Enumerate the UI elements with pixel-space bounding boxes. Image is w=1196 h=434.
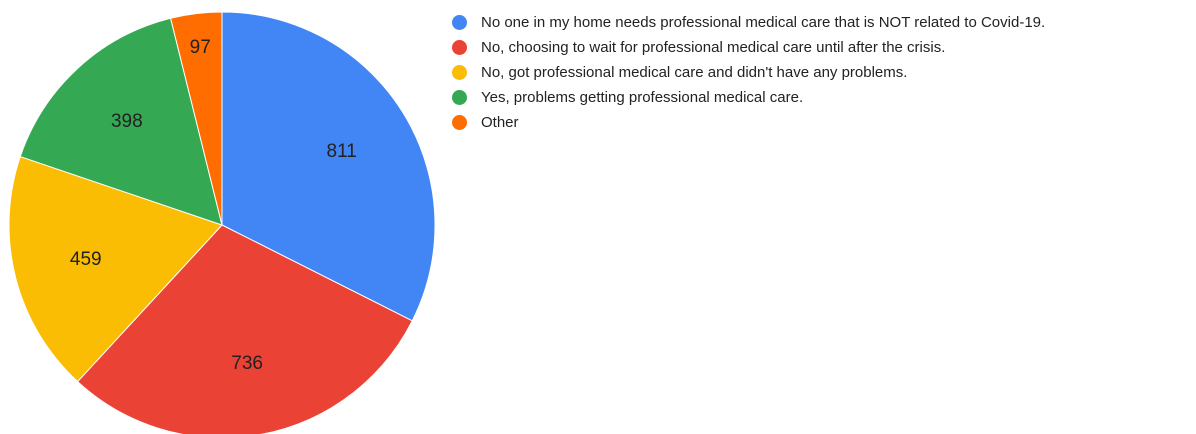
pie-value-label: 97 [190,37,211,58]
legend-item: No, got professional medical care and di… [452,60,1045,85]
pie-value-labels: 811 736 459 398 97 [70,37,357,374]
legend-swatch [452,115,467,130]
pie-slices [8,11,436,434]
legend-label: Other [481,114,519,131]
legend-swatch [452,90,467,105]
legend-label: No one in my home needs professional med… [481,14,1046,31]
legend-label: Yes, problems getting professional medic… [481,89,804,106]
legend-label: No, got professional medical care and di… [481,64,908,81]
pie-slice-other [170,11,223,226]
pie-chart: 811 736 459 398 97 [8,11,436,434]
pie-value-label: 398 [111,111,143,132]
legend-item: Other [452,110,1045,135]
legend-item: No one in my home needs professional med… [452,10,1045,35]
pie-slice-no-one-in-my-home-needs-professional-med [221,11,436,322]
pie-slice-no-choosing-to-wait-for-professional-med [76,224,413,434]
pie-slice-yes-problems-getting-professional-medica [19,17,223,226]
legend-item: No, choosing to wait for professional me… [452,35,1045,60]
legend-swatch [452,15,467,30]
pie-value-label: 459 [70,249,102,270]
legend-swatch [452,40,467,55]
pie-slice-no-got-professional-medical-care-and-did [8,155,223,383]
legend-label: No, choosing to wait for professional me… [481,39,946,56]
pie-value-label: 736 [231,353,263,374]
pie-value-label: 811 [327,141,357,162]
legend-swatch [452,65,467,80]
legend: No one in my home needs professional med… [452,10,1045,135]
legend-item: Yes, problems getting professional medic… [452,85,1045,110]
